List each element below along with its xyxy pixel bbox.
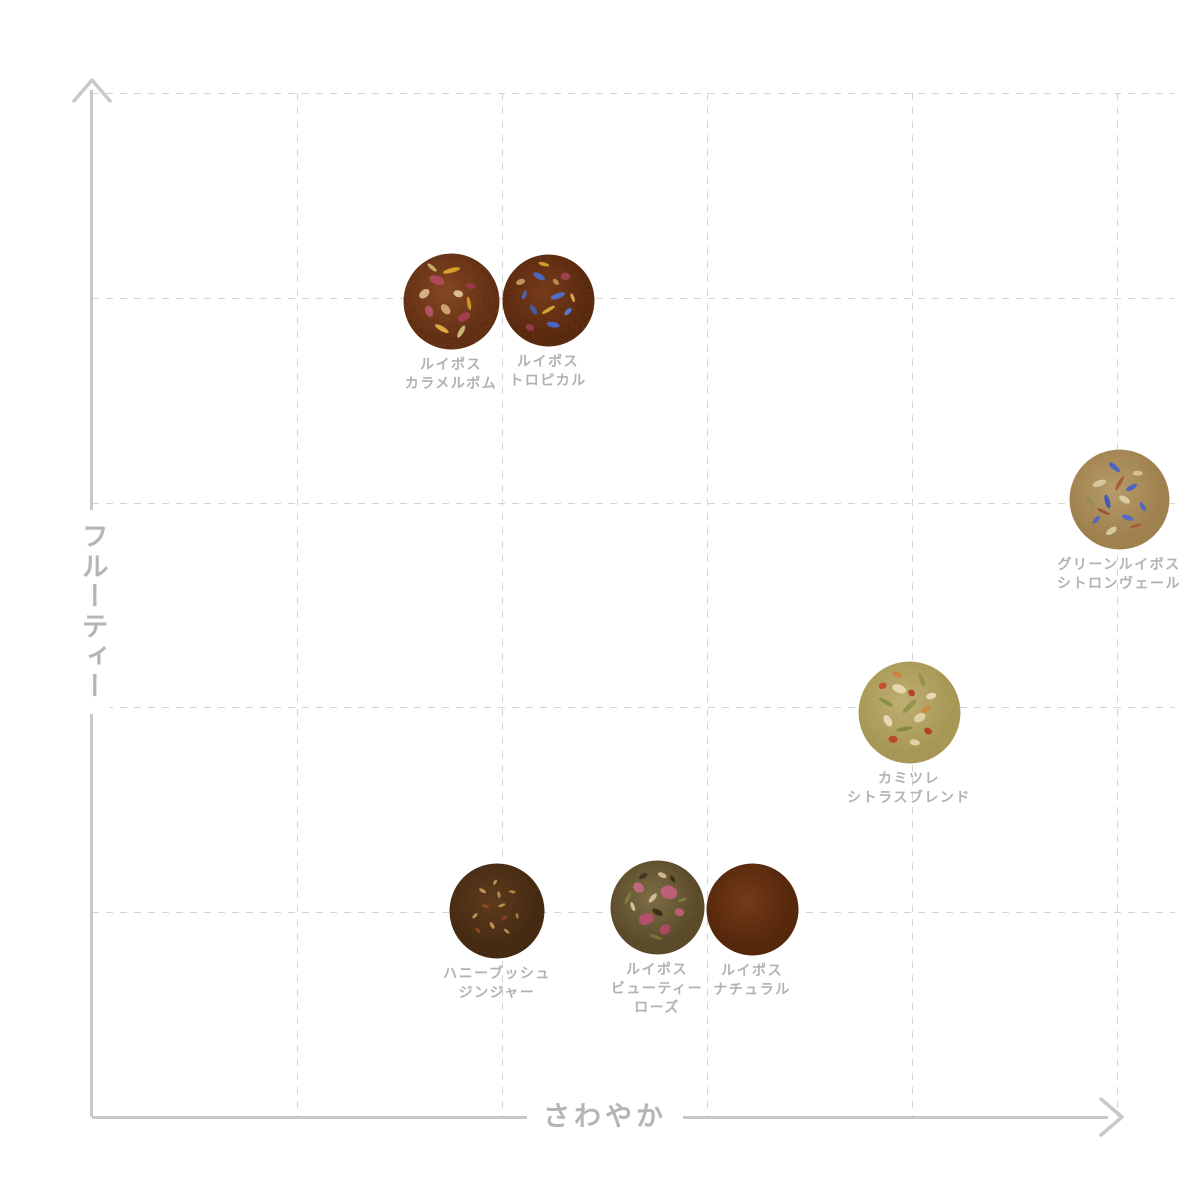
grid-line-vertical [297, 93, 298, 1117]
grid-line-vertical [1117, 93, 1118, 1117]
tea-label: ルイポス トロピカル [509, 353, 587, 389]
grid-line-horizontal [92, 93, 1175, 94]
grid-line-horizontal [92, 298, 1175, 299]
tea-photo [705, 862, 799, 956]
tea-photo [501, 253, 595, 347]
tea-point-honeybush-ginger[interactable]: ハニーブッシュ ジンジャー [443, 863, 549, 1001]
tea-point-rooibos-tropical[interactable]: ルイポス トロピカル [501, 253, 595, 389]
tea-point-rooibos-natural[interactable]: ルイポス ナチュラル [705, 862, 799, 998]
y-axis-arrow-icon [72, 78, 112, 103]
grid-line-vertical [502, 93, 503, 1117]
grid-line-horizontal [92, 503, 1175, 504]
y-axis-label: フルーティー [74, 510, 110, 714]
grid-line-vertical [912, 93, 913, 1117]
tea-label: ルイポス ビューティー ローズ [610, 961, 704, 1016]
tea-label: グリーンルイボス シトロンヴェール [1057, 556, 1181, 592]
tea-point-chamomile-citrus-blend[interactable]: カミツレ シトラスブレンド [847, 661, 969, 806]
x-axis-label: さわやか [527, 1099, 683, 1135]
grid-line-vertical [707, 93, 708, 1117]
tea-label: ハニーブッシュ ジンジャー [443, 966, 551, 1001]
tea-label: ルイポス カラメルポム [404, 356, 498, 392]
x-axis-arrow-icon [1099, 1097, 1124, 1137]
tea-point-rooibos-beauty-rose[interactable]: ルイポス ビューティー ローズ [609, 859, 705, 1016]
tea-point-rooibos-caramel-pomme[interactable]: ルイポス カラメルポム [402, 252, 500, 392]
tea-photo [609, 859, 705, 955]
tea-label: ルイポス ナチュラル [713, 962, 791, 998]
grid-line-horizontal [92, 707, 1175, 708]
tea-photo [858, 661, 960, 763]
tea-photo [449, 863, 545, 959]
tea-label: カミツレ シトラスブレンド [847, 770, 971, 806]
tea-point-green-rooibos-citron-vert[interactable]: グリーンルイボス シトロンヴェール [1057, 449, 1180, 592]
tea-photo [402, 252, 500, 350]
tea-photo [1069, 449, 1169, 549]
